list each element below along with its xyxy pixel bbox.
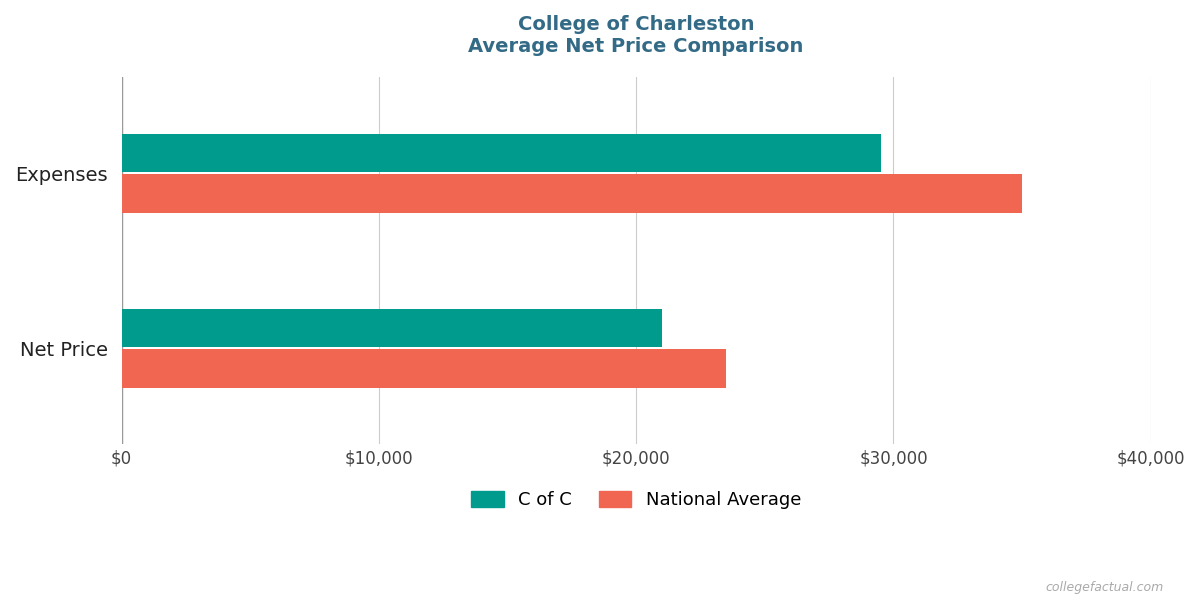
Title: College of Charleston
Average Net Price Comparison: College of Charleston Average Net Price … (468, 15, 804, 56)
Bar (121, 349, 726, 388)
Text: collegefactual.com: collegefactual.com (1045, 581, 1164, 594)
Bar (121, 174, 1022, 212)
Bar (121, 309, 662, 347)
Bar (121, 134, 881, 172)
Legend: C of C, National Average: C of C, National Average (464, 484, 809, 516)
